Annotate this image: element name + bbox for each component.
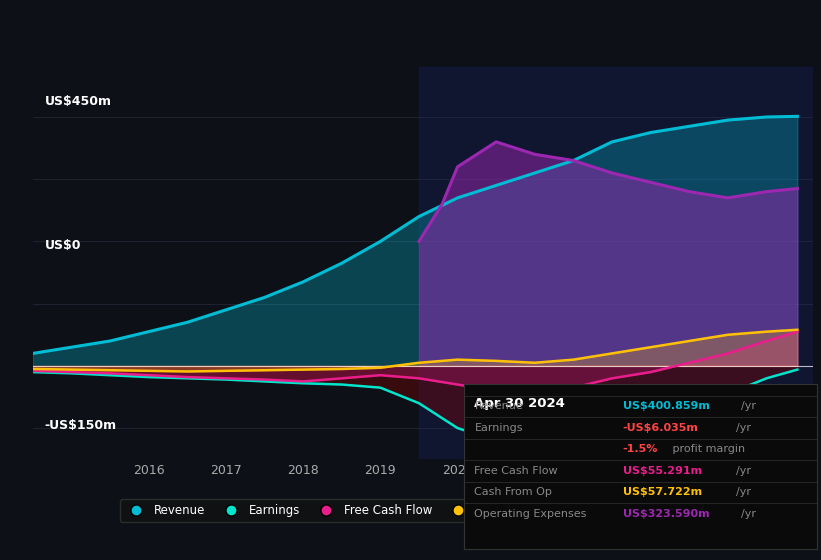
Text: US$55.291m: US$55.291m (622, 466, 702, 476)
Text: US$450m: US$450m (44, 95, 112, 108)
Text: -1.5%: -1.5% (622, 444, 658, 454)
Text: /yr: /yr (736, 487, 750, 497)
Text: Earnings: Earnings (475, 423, 523, 433)
Text: US$323.590m: US$323.590m (622, 509, 709, 519)
Bar (419, 67, 813, 459)
Text: US$0: US$0 (44, 239, 81, 252)
Text: Cash From Op: Cash From Op (475, 487, 553, 497)
Text: Revenue: Revenue (475, 402, 523, 412)
Text: /yr: /yr (741, 402, 756, 412)
Text: Operating Expenses: Operating Expenses (475, 509, 587, 519)
Text: Apr 30 2024: Apr 30 2024 (475, 397, 566, 410)
Text: -US$150m: -US$150m (44, 419, 117, 432)
Text: Free Cash Flow: Free Cash Flow (475, 466, 558, 476)
Text: profit margin: profit margin (668, 444, 745, 454)
Text: US$400.859m: US$400.859m (622, 402, 709, 412)
Text: -US$6.035m: -US$6.035m (622, 423, 699, 433)
Text: /yr: /yr (736, 423, 750, 433)
Text: /yr: /yr (736, 466, 750, 476)
Text: /yr: /yr (741, 509, 756, 519)
Legend: Revenue, Earnings, Free Cash Flow, Cash From Op, Operating Expenses: Revenue, Earnings, Free Cash Flow, Cash … (120, 500, 726, 522)
Text: US$57.722m: US$57.722m (622, 487, 702, 497)
